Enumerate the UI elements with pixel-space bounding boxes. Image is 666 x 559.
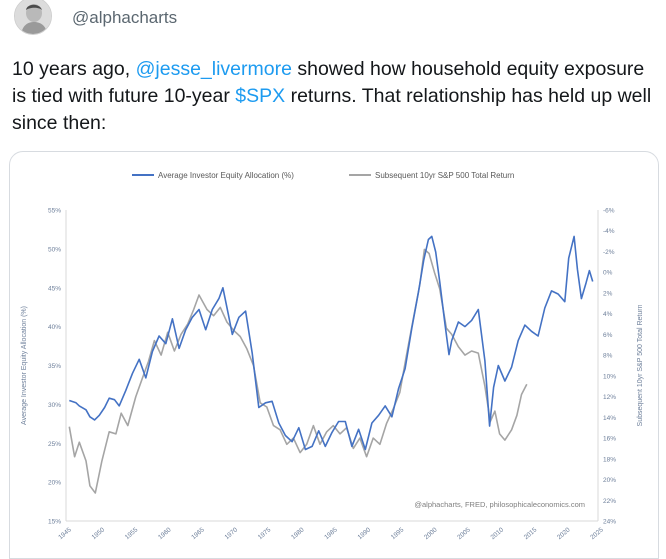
- user-handle[interactable]: @alphacharts: [72, 8, 178, 27]
- mention-link[interactable]: @jesse_livermore: [135, 58, 292, 80]
- series-line-subsequent-return: [68, 248, 528, 494]
- legend-label-subsequent-return: Subsequent 10yr S&P 500 Total Return: [375, 171, 514, 180]
- y-axis-label-left: Average Investor Equity Allocation (%): [21, 306, 28, 425]
- y-tick-right: 2%: [603, 290, 613, 297]
- tweet-text: 10 years ago, @jesse_livermore showed ho…: [12, 56, 657, 137]
- x-tick: 1955: [124, 526, 140, 541]
- tweet-media-chart[interactable]: Average Investor Equity Allocation (%) S…: [9, 151, 659, 559]
- y-tick-left: 20%: [48, 480, 61, 487]
- legend-label-equity-allocation: Average Investor Equity Allocation (%): [158, 171, 294, 180]
- y-tick-left: 25%: [48, 441, 61, 448]
- y-tick-left: 40%: [48, 324, 61, 331]
- x-tick: 2005: [456, 526, 472, 541]
- x-tick: 1980: [290, 526, 306, 541]
- chart-series: [68, 235, 594, 494]
- x-tick: 2000: [423, 526, 439, 541]
- y-tick-right: 18%: [603, 456, 616, 463]
- avatar-photo-icon: [15, 0, 51, 34]
- x-tick: 2015: [523, 526, 539, 541]
- x-tick: 1945: [57, 526, 73, 541]
- y-tick-left: 15%: [48, 519, 61, 526]
- chart-ticks: 55% 50% 45% 40% 35% 30% 25% 20% 15% -6% -4% -2% 0% 2%…: [48, 208, 616, 542]
- y-tick-right: 8%: [603, 353, 613, 360]
- y-tick-right: 6%: [603, 332, 613, 339]
- avatar[interactable]: [14, 0, 52, 35]
- x-tick: 1985: [323, 526, 339, 541]
- y-tick-right: 0%: [603, 270, 613, 277]
- y-tick-right: -6%: [603, 208, 615, 215]
- x-tick: 1960: [157, 526, 173, 541]
- y-tick-right: 12%: [603, 394, 616, 401]
- y-tick-right: 22%: [603, 498, 616, 505]
- tweet-text-part: showed how household equity exposure is …: [12, 58, 645, 107]
- tweet-text-part: returns. That relationship has held up w…: [12, 85, 652, 134]
- y-axis-label-right: Subsequent 10yr S&P 500 Total Return: [637, 304, 644, 426]
- x-tick: 1970: [223, 526, 239, 541]
- y-tick-left: 45%: [48, 285, 61, 292]
- x-tick: 2025: [589, 526, 605, 541]
- x-tick: 1950: [90, 526, 106, 541]
- chart-legend: Average Investor Equity Allocation (%) S…: [132, 171, 514, 180]
- y-tick-left: 50%: [48, 246, 61, 253]
- y-tick-left: 55%: [48, 208, 61, 215]
- y-tick-right: -2%: [603, 249, 615, 256]
- x-tick: 2010: [489, 526, 505, 541]
- chart-source-note: @alphacharts, FRED, philosophicaleconomi…: [414, 500, 585, 509]
- x-tick: 1965: [190, 526, 206, 541]
- y-tick-right: 4%: [603, 311, 613, 318]
- x-tick: 1975: [257, 526, 273, 541]
- y-tick-right: -4%: [603, 228, 615, 235]
- y-tick-left: 35%: [48, 363, 61, 370]
- y-tick-right: 24%: [603, 519, 616, 526]
- x-tick: 1995: [390, 526, 406, 541]
- y-tick-right: 14%: [603, 415, 616, 422]
- x-tick: 1990: [356, 526, 372, 541]
- tweet-text-part: 10 years ago,: [12, 58, 136, 80]
- chart: Average Investor Equity Allocation (%) S…: [21, 171, 644, 542]
- cashtag-link[interactable]: $SPX: [235, 85, 286, 107]
- y-tick-left: 30%: [48, 402, 61, 409]
- y-tick-right: 10%: [603, 373, 616, 380]
- chart-axes: [65, 210, 599, 522]
- y-tick-right: 20%: [603, 477, 616, 484]
- tweet-header: @alphacharts: [14, 0, 177, 40]
- x-tick: 2020: [556, 526, 572, 541]
- series-line-equity-allocation: [69, 235, 594, 451]
- y-tick-right: 16%: [603, 436, 616, 443]
